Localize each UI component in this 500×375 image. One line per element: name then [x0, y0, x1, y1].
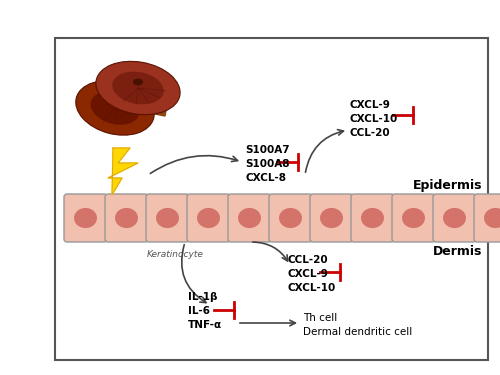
Ellipse shape [320, 208, 343, 228]
Ellipse shape [115, 208, 138, 228]
Ellipse shape [279, 208, 302, 228]
FancyBboxPatch shape [146, 194, 189, 242]
FancyBboxPatch shape [105, 194, 148, 242]
Ellipse shape [74, 208, 97, 228]
Ellipse shape [402, 208, 425, 228]
Ellipse shape [112, 72, 164, 104]
FancyBboxPatch shape [351, 194, 394, 242]
FancyBboxPatch shape [310, 194, 353, 242]
Text: Epidermis: Epidermis [412, 179, 482, 192]
Ellipse shape [361, 208, 384, 228]
Polygon shape [155, 98, 168, 116]
Ellipse shape [443, 208, 466, 228]
FancyBboxPatch shape [433, 194, 476, 242]
FancyBboxPatch shape [228, 194, 271, 242]
Ellipse shape [76, 81, 154, 135]
Text: S100A7
S100A8
CXCL-8: S100A7 S100A8 CXCL-8 [245, 145, 290, 183]
FancyBboxPatch shape [64, 194, 107, 242]
Polygon shape [108, 148, 138, 195]
Text: Dermis: Dermis [432, 245, 482, 258]
Ellipse shape [90, 91, 140, 125]
Text: Th cell
Dermal dendritic cell: Th cell Dermal dendritic cell [303, 313, 412, 337]
Ellipse shape [238, 208, 261, 228]
Text: Keratinocyte: Keratinocyte [146, 250, 204, 259]
Ellipse shape [197, 208, 220, 228]
Ellipse shape [133, 78, 143, 86]
FancyBboxPatch shape [474, 194, 500, 242]
Ellipse shape [484, 208, 500, 228]
Ellipse shape [156, 208, 179, 228]
Ellipse shape [96, 62, 180, 115]
FancyBboxPatch shape [187, 194, 230, 242]
FancyBboxPatch shape [392, 194, 435, 242]
FancyBboxPatch shape [269, 194, 312, 242]
FancyBboxPatch shape [55, 38, 488, 360]
Text: IL-1β
IL-6
TNF-α: IL-1β IL-6 TNF-α [188, 292, 222, 330]
Text: CXCL-9
CXCL-10
CCL-20: CXCL-9 CXCL-10 CCL-20 [350, 100, 398, 138]
Text: CCL-20
CXCL-9
CXCL-10: CCL-20 CXCL-9 CXCL-10 [288, 255, 336, 293]
